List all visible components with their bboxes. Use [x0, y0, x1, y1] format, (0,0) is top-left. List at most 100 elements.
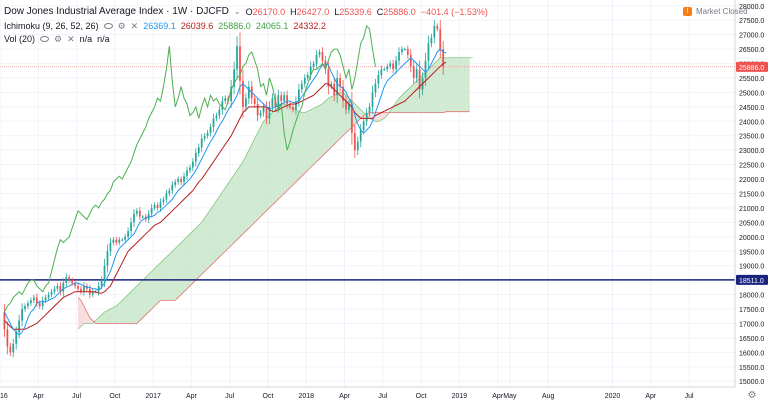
cloud-segment [83, 306, 87, 324]
cloud-segment [107, 309, 111, 324]
candle-body [406, 49, 409, 55]
candle-body [74, 283, 76, 286]
gear-icon[interactable]: ⚙ [54, 34, 63, 44]
cloud-segment [275, 106, 279, 203]
candle-body [153, 205, 156, 208]
cloud-segment [128, 291, 132, 324]
candle-body [277, 95, 280, 107]
cloud-segment [457, 57, 461, 112]
cloud-segment [116, 303, 120, 324]
candle-body [253, 98, 256, 104]
cloud-segment [410, 83, 414, 113]
candle-body [91, 291, 94, 295]
cloud-segment [304, 111, 308, 174]
candle-body [318, 51, 321, 55]
candle-body [191, 161, 194, 168]
chevron-down-icon[interactable]: ⌄ [233, 7, 241, 16]
candle-body [209, 127, 212, 133]
cloud-segment [443, 57, 447, 113]
ichimoku-value-1: 26369.1 [143, 21, 176, 31]
y-tick-label: 19000.0 [739, 264, 764, 271]
volume-legend: Vol (20) ⚙ ✕ n/a n/a [4, 33, 110, 45]
cloud-segment [113, 306, 117, 324]
candle-body [44, 297, 47, 301]
grid-lines [0, 0, 735, 387]
cloud-segment [463, 57, 467, 112]
gear-icon[interactable]: ⚙ [117, 21, 126, 31]
cloud-segment [237, 166, 240, 240]
cloud-segment [248, 144, 252, 229]
candle-body [221, 101, 224, 110]
eye-icon[interactable] [40, 36, 50, 42]
candle-body [327, 69, 330, 87]
x-tick-label: Apr [33, 393, 45, 400]
cloud-segment [136, 283, 140, 324]
candle-body [345, 101, 347, 110]
candle-body [136, 210, 138, 214]
candle-body [383, 69, 386, 71]
y-tick-label: 17000.0 [739, 321, 764, 328]
candle-body [121, 239, 124, 241]
candle-body [180, 179, 182, 182]
cloud-segment [295, 109, 299, 182]
candle-body [309, 66, 312, 76]
cloud-segment [413, 80, 417, 113]
close-icon[interactable]: ✕ [130, 21, 139, 31]
cloud-segment [201, 218, 205, 275]
cloud-segment [204, 213, 208, 272]
cloud-segment [213, 200, 217, 263]
candle-body [298, 89, 300, 102]
candle-body [286, 95, 288, 104]
ichimoku-label[interactable]: Ichimoku (9, 26, 52, 26) [4, 21, 99, 31]
candle-body [71, 280, 74, 284]
cloud-segment [298, 111, 302, 180]
volume-label[interactable]: Vol (20) [4, 34, 36, 44]
cloud-segment [334, 93, 338, 145]
y-tick-label: 15500.0 [739, 365, 764, 372]
candle-body [371, 92, 374, 107]
market-status[interactable]: ! Market Closed [683, 7, 748, 16]
candle-body [386, 66, 389, 70]
candle-body [30, 300, 32, 304]
candle-body [256, 103, 259, 116]
horizontal-line[interactable] [0, 66, 735, 281]
candle-body [280, 95, 283, 102]
cloud-segment [340, 92, 344, 139]
candle-body [80, 288, 82, 292]
info-icon: ! [683, 7, 692, 16]
candle-body [6, 329, 9, 347]
cloud-segment [431, 63, 435, 113]
cloud-segment [163, 257, 167, 301]
cloud-segment [331, 95, 335, 148]
ichimoku-value-3: 25886.0 [218, 21, 251, 31]
candle-body [218, 109, 221, 116]
cloud-segment [166, 254, 170, 301]
cloud-segment [157, 262, 161, 304]
close-icon[interactable]: ✕ [67, 34, 75, 44]
cloud-segment [78, 297, 81, 330]
cloud-segment [393, 102, 397, 113]
candle-body [295, 101, 297, 110]
y-tick-label: 25500.0 [739, 76, 764, 83]
gear-icon[interactable]: ⚙ [748, 390, 757, 401]
symbol-title[interactable]: Dow Jones Industrial Average Index · 1W … [4, 6, 229, 17]
candlestick-series[interactable] [3, 20, 445, 358]
candle-body [106, 251, 109, 266]
y-tick-label: 21000.0 [739, 206, 764, 213]
candle-body [283, 95, 286, 102]
candle-body [342, 86, 344, 102]
cloud-segment [172, 248, 176, 301]
candle-body [109, 242, 112, 252]
candle-body [100, 280, 103, 286]
candle-body [404, 49, 406, 51]
cloud-segment [263, 118, 267, 214]
y-tick-label: 20000.0 [739, 235, 764, 242]
x-tick-label: Oct [109, 393, 120, 400]
ichimoku-lines [3, 25, 447, 336]
candle-body [395, 60, 397, 70]
candle-body [27, 303, 29, 307]
candle-body [224, 98, 227, 102]
eye-icon[interactable] [103, 23, 113, 29]
candle-body [159, 202, 162, 208]
